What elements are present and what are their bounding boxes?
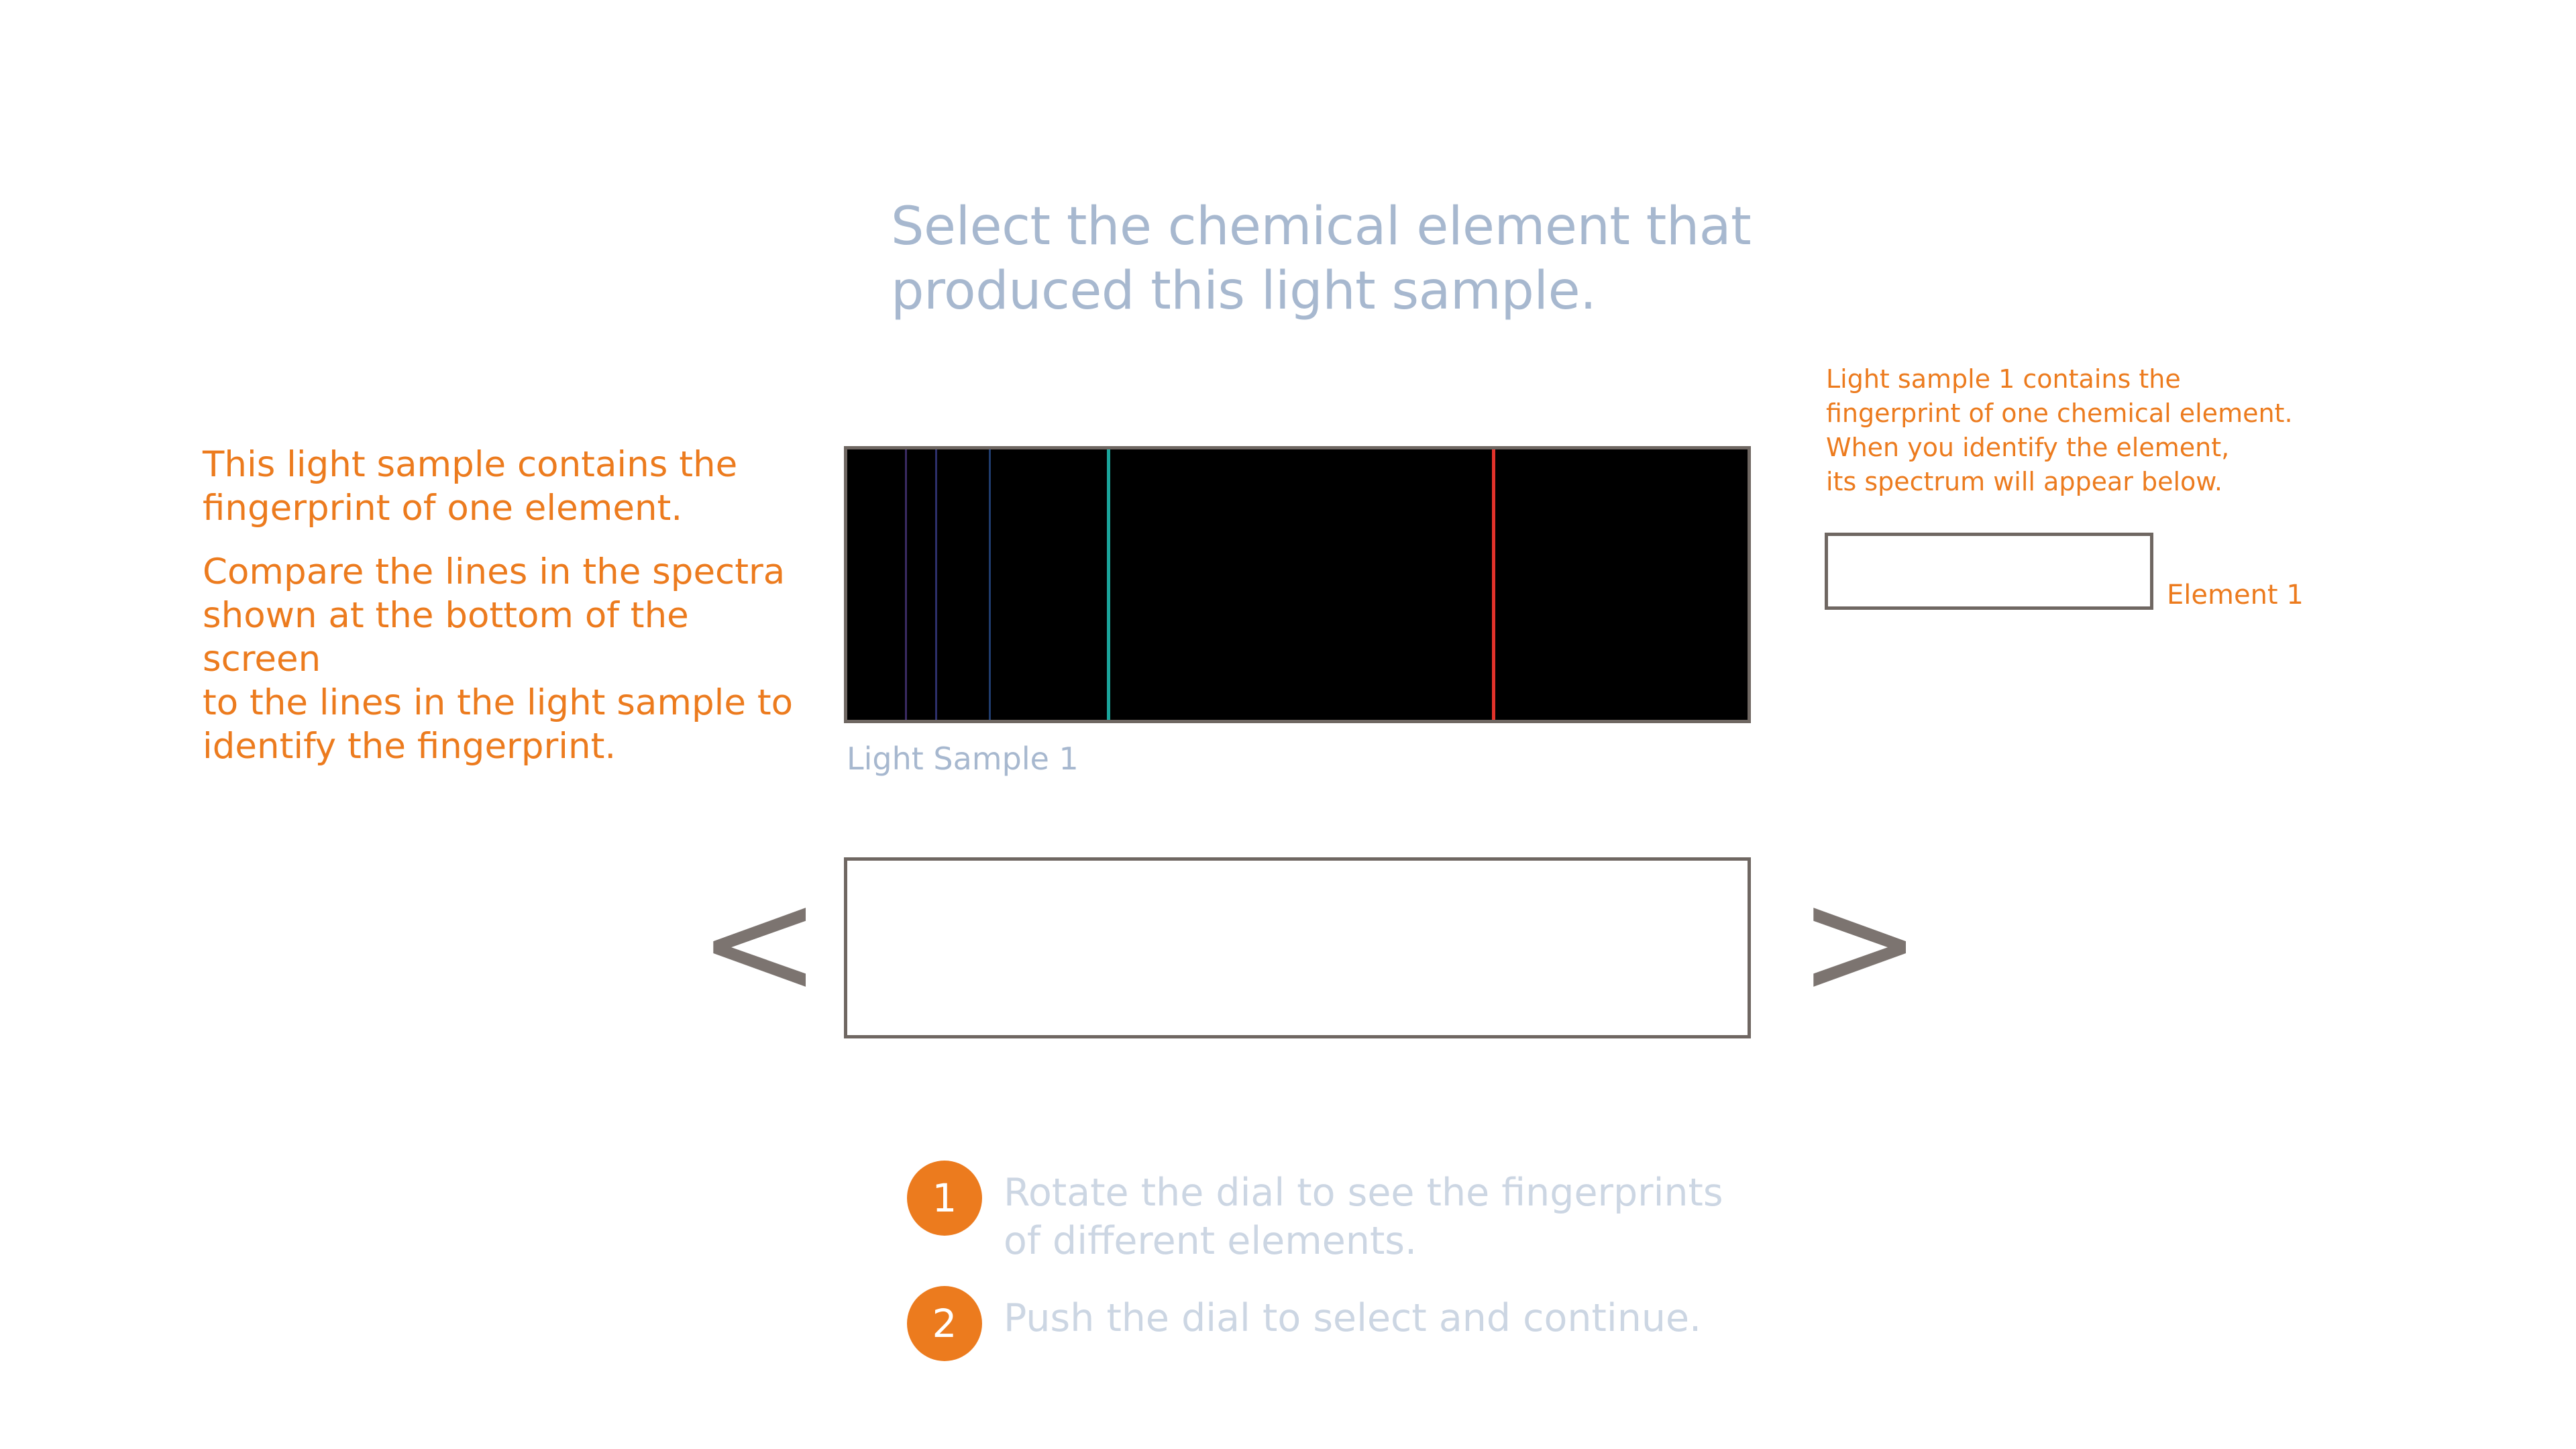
next-element-button[interactable]: >	[1798, 857, 1922, 1028]
page-title: Select the chemical element that produce…	[891, 195, 1830, 323]
step-1-badge: 1	[907, 1161, 982, 1236]
step-1-line-2: of different elements.	[1004, 1219, 1417, 1263]
previous-element-button[interactable]: <	[698, 857, 822, 1028]
step-1-line-1: Rotate the dial to see the fingerprints	[1004, 1171, 1723, 1215]
title-line-1: Select the chemical element that	[891, 197, 1752, 257]
light-sample-spectrum	[844, 446, 1751, 723]
step-2-badge: 2	[907, 1286, 982, 1361]
element-hint-line-1: Light sample 1 contains the	[1826, 364, 2181, 394]
step-rotate-dial: 1 Rotate the dial to see the fingerprint…	[907, 1161, 1723, 1265]
spectral-line-2	[935, 449, 937, 720]
spectral-line-4	[1107, 449, 1110, 720]
element-hint-line-4: its spectrum will appear below.	[1826, 467, 2222, 496]
element-hint-line-2: fingerprint of one chemical element.	[1826, 398, 2293, 428]
instructions-panel: This light sample contains the fingerpri…	[203, 443, 806, 788]
spectral-line-5	[1492, 449, 1495, 720]
spectral-line-3	[989, 449, 991, 720]
element-1-label: Element 1	[2167, 580, 2304, 610]
title-line-2: produced this light sample.	[891, 261, 1597, 321]
element-hint: Light sample 1 contains the fingerprint …	[1826, 362, 2430, 499]
step-2-line-1: Push the dial to select and continue.	[1004, 1296, 1702, 1340]
element-spectrum-selector[interactable]	[844, 857, 1751, 1038]
step-1-text: Rotate the dial to see the fingerprints …	[1004, 1169, 1723, 1265]
instructions-paragraph-1: This light sample contains the fingerpri…	[203, 444, 738, 529]
step-2-text: Push the dial to select and continue.	[1004, 1294, 1701, 1342]
step-push-dial: 2 Push the dial to select and continue.	[907, 1286, 1701, 1361]
light-sample-label: Light Sample 1	[847, 741, 1079, 777]
spectral-line-1	[905, 449, 907, 720]
element-hint-line-3: When you identify the element,	[1826, 433, 2230, 462]
instructions-paragraph-2: Compare the lines in the spectra shown a…	[203, 551, 794, 767]
element-1-slot	[1825, 533, 2153, 610]
